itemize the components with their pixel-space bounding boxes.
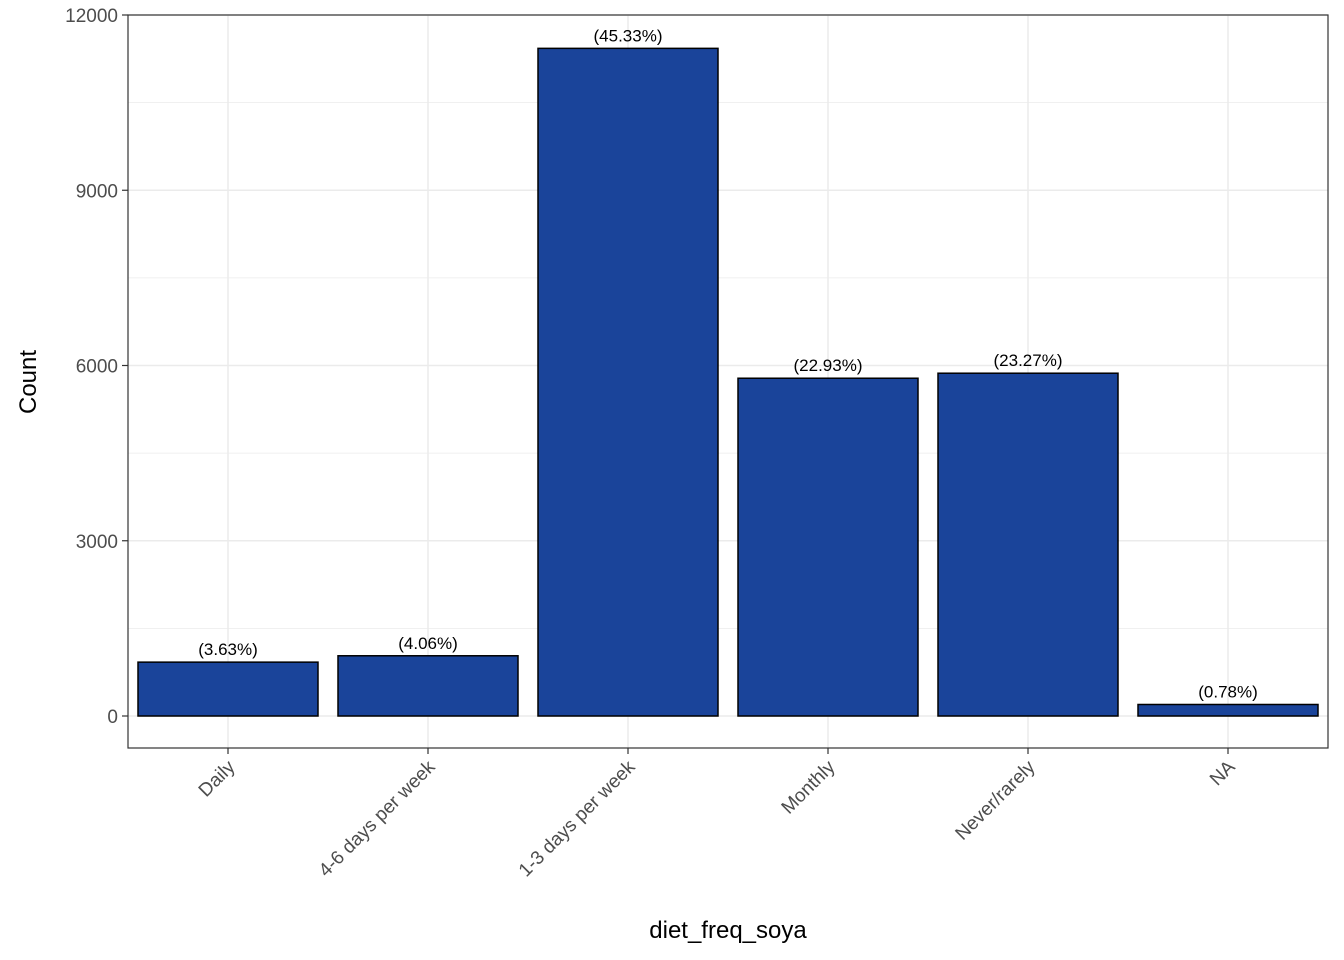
data-label: (3.63%) [198, 640, 258, 659]
y-tick-label: 12000 [65, 6, 118, 27]
x-tick-label: NA [1206, 756, 1240, 790]
panel-border [127, 14, 1329, 749]
y-tick-label: 9000 [76, 181, 118, 202]
data-labels: (3.63%) (4.06%) (45.33%) (22.93%) (23.27%) (0… [198, 26, 1258, 701]
x-tick-label: Never/rarely [952, 756, 1040, 844]
data-label: (4.06%) [398, 634, 458, 653]
bar [537, 47, 719, 717]
data-label: (0.78%) [1198, 682, 1258, 701]
y-tick-label: 3000 [76, 532, 118, 553]
y-tick-label: 0 [107, 707, 118, 728]
bar [337, 655, 519, 717]
bar [137, 661, 319, 717]
bar [737, 377, 919, 717]
data-label: (45.33%) [594, 26, 663, 45]
x-tick-label: Daily [195, 756, 240, 801]
y-axis-title: Count [15, 350, 42, 414]
grid-lines [128, 14, 1328, 748]
y-tick-label: 6000 [76, 357, 118, 378]
x-tick-label: 1-3 days per week [515, 756, 640, 881]
bars [137, 47, 1319, 717]
x-axis-title: diet_freq_soya [649, 917, 807, 944]
bar [937, 372, 1119, 717]
bar [1137, 703, 1319, 717]
x-tick-label: 4-6 days per week [315, 756, 440, 881]
data-label: (23.27%) [994, 351, 1063, 370]
x-tick-label: Monthly [778, 756, 840, 818]
data-label: (22.93%) [794, 356, 863, 375]
